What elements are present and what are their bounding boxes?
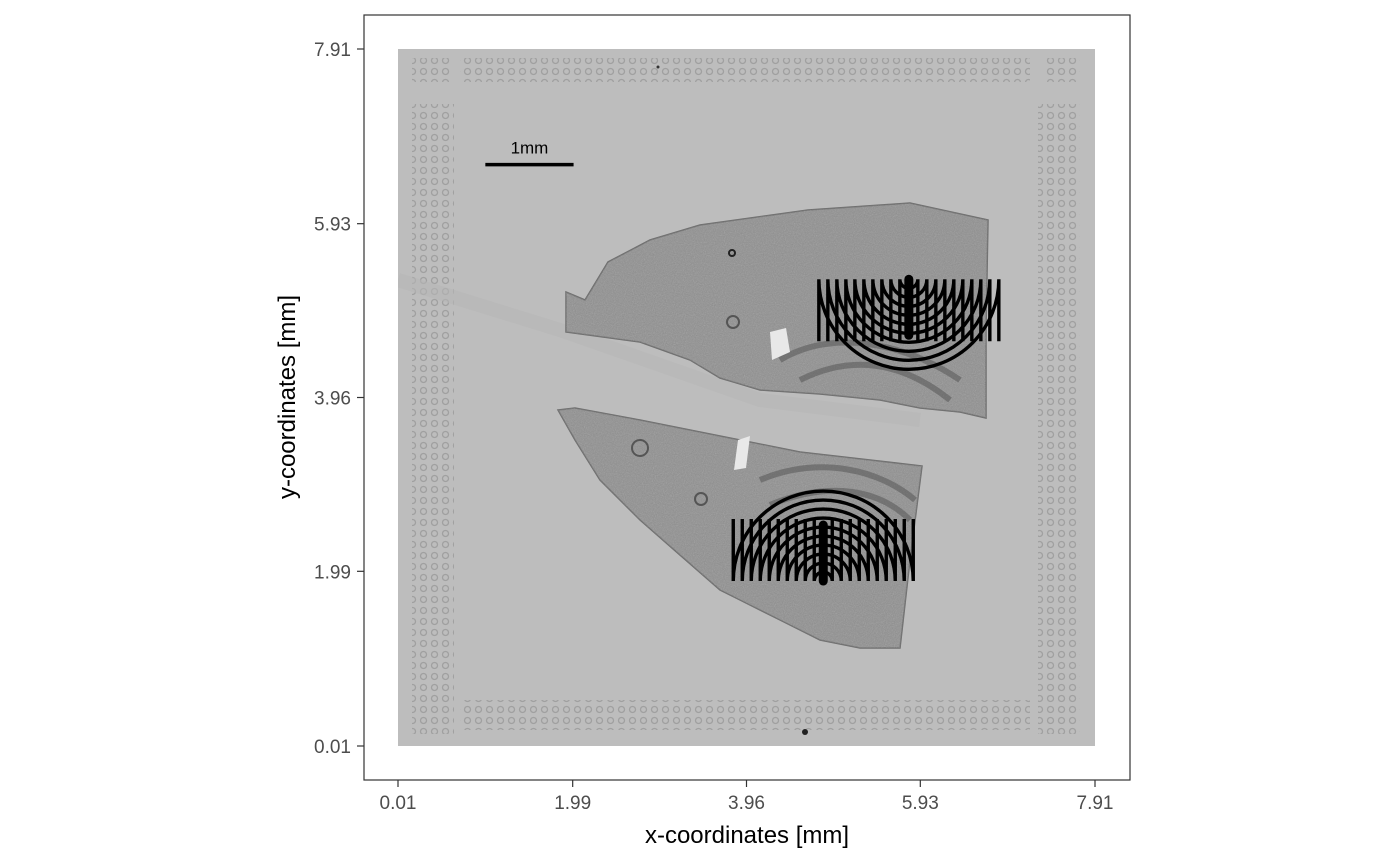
tissue-upper-gap — [770, 328, 790, 360]
fiducial-frame-top-left — [412, 58, 452, 82]
tissue-upper-fold — [778, 339, 962, 403]
y-tick-label: 0.01 — [314, 737, 351, 758]
spiral-ring — [758, 516, 888, 582]
slide-tear — [398, 273, 921, 427]
y-tick-label: 7.91 — [314, 40, 351, 61]
fiducial-frame-top-right — [1046, 58, 1080, 82]
y-tick-label: 5.93 — [314, 215, 351, 236]
spiral-ring — [740, 498, 906, 582]
spiral-ring — [844, 279, 974, 344]
spiral-ring — [749, 507, 897, 582]
x-tick-label: 3.96 — [728, 793, 765, 814]
spiral-ring — [826, 279, 992, 362]
x-tick-label: 7.91 — [1077, 793, 1114, 814]
y-tick-label: 1.99 — [314, 562, 351, 583]
x-axis-title: x-coordinates [mm] — [645, 822, 849, 849]
bubble-2 — [694, 492, 708, 506]
debris-1 — [802, 729, 808, 735]
x-tick-label: 0.01 — [380, 793, 417, 814]
x-tick-label: 5.93 — [902, 793, 939, 814]
spiral-ring — [817, 279, 1001, 371]
scale-bar-label: 1mm — [511, 139, 549, 158]
debris-2 — [656, 65, 660, 69]
bubble-1 — [631, 439, 649, 457]
fiducial-frame-bottom — [460, 700, 1030, 730]
y-tick-label: 3.96 — [314, 389, 351, 410]
fiducial-frame-left — [412, 104, 454, 734]
scale-bar: 1mm — [485, 139, 574, 167]
x-axis: 0.01 1.99 3.96 5.93 7.91 — [380, 780, 1114, 814]
bubble-3 — [726, 315, 740, 329]
y-axis-title: y-coordinates [mm] — [274, 295, 301, 499]
fiducial-frame-top — [460, 58, 1030, 82]
bubble-4 — [728, 249, 736, 257]
tissue-lower-gap — [734, 436, 750, 470]
fiducial-frame-right — [1038, 104, 1080, 734]
spiral-ring — [731, 489, 915, 582]
y-axis: 0.01 1.99 3.96 5.93 7.91 — [314, 40, 364, 758]
x-tick-label: 1.99 — [554, 793, 591, 814]
tissue-image — [398, 49, 1095, 746]
spiral-annotations — [731, 274, 1001, 586]
spiral-ring — [835, 279, 983, 353]
